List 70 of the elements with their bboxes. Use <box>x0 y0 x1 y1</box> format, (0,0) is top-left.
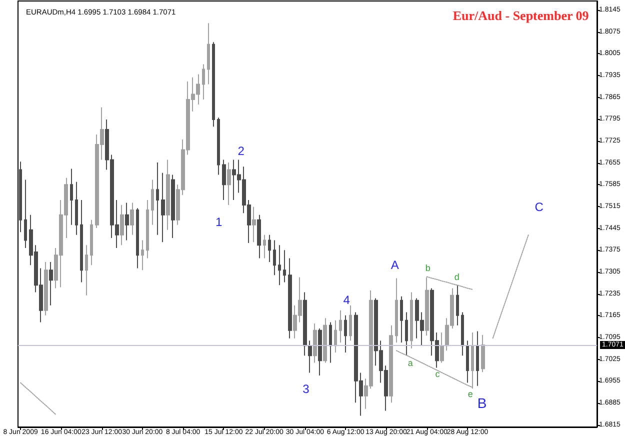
candlestick <box>156 162 159 236</box>
candlestick <box>227 162 231 206</box>
candlestick <box>303 292 307 356</box>
candlestick <box>349 304 352 342</box>
annotation: e <box>468 389 473 399</box>
candlestick <box>217 117 220 176</box>
annotation: a <box>408 358 413 368</box>
candlestick <box>44 262 48 316</box>
candlestick <box>222 159 226 200</box>
candlestick <box>268 234 271 263</box>
candlestick <box>273 240 276 276</box>
candlestick <box>410 292 413 349</box>
candlestick <box>466 340 469 384</box>
candlestick <box>278 244 281 286</box>
candlestick <box>171 174 175 239</box>
candlestick <box>400 296 403 343</box>
candlestick <box>344 314 347 353</box>
candlestick <box>70 168 73 226</box>
candlestick <box>151 179 154 226</box>
annotation: d <box>454 272 460 282</box>
candlestick <box>476 330 479 386</box>
annotation: b <box>425 263 430 273</box>
candlestick <box>136 208 139 269</box>
candlestick <box>161 172 165 243</box>
candlestick <box>90 219 93 266</box>
annotation: 2 <box>238 144 245 158</box>
candlestick <box>257 214 261 259</box>
text: Eur/Aud - September 09 <box>452 8 590 23</box>
candlestick <box>125 202 129 241</box>
candlestick <box>283 250 286 283</box>
candlestick <box>339 310 342 343</box>
candlestick <box>141 240 144 271</box>
candlestick <box>481 334 485 373</box>
candlestick <box>389 324 393 404</box>
line-series <box>20 382 57 416</box>
candlestick <box>313 322 317 364</box>
candlestick <box>120 204 124 246</box>
candlestick <box>461 312 464 356</box>
candlestick <box>80 199 83 283</box>
candlestick <box>440 332 444 364</box>
candlestick <box>146 199 149 259</box>
candlestick <box>263 234 266 259</box>
candlestick <box>49 262 53 306</box>
candlestick <box>85 244 88 296</box>
candlestick <box>130 202 134 236</box>
annotation: 1 <box>216 215 223 229</box>
annotation: 4 <box>343 293 350 307</box>
candlestick <box>252 206 256 243</box>
candlestick <box>19 161 22 233</box>
annotation: 3 <box>302 382 310 396</box>
candlestick <box>456 284 459 326</box>
candlestick <box>334 320 337 353</box>
annotation: B <box>477 395 487 411</box>
candlestick <box>202 64 205 100</box>
candlestick <box>212 42 215 128</box>
candlestick <box>405 312 408 356</box>
candlestick <box>75 181 78 236</box>
candlestick <box>288 258 292 339</box>
candlestick <box>329 322 332 364</box>
line-series <box>492 234 529 339</box>
annotation: c <box>435 369 440 379</box>
candlestick <box>318 328 322 376</box>
candlestick <box>24 179 27 248</box>
annotation: A <box>390 258 399 272</box>
candlestick <box>207 22 210 85</box>
candlestick <box>308 340 312 374</box>
candlestick <box>166 159 170 230</box>
candlestick <box>395 278 398 343</box>
candlestick <box>323 318 327 364</box>
annotation: C <box>534 200 544 214</box>
